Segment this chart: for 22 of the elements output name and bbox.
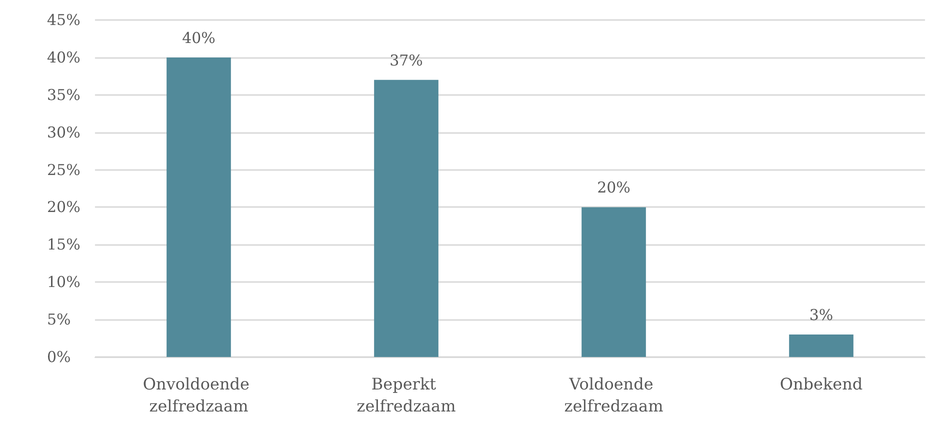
y-tick-label: 35% xyxy=(47,86,80,104)
y-tick-label: 25% xyxy=(47,160,80,179)
y-tick-label: 20% xyxy=(47,198,80,216)
data-label: 37% xyxy=(390,51,423,70)
bar xyxy=(582,207,646,357)
y-tick-label: 40% xyxy=(47,48,80,66)
bar xyxy=(374,80,438,357)
y-tick-label: 30% xyxy=(47,123,80,142)
y-tick-label: 5% xyxy=(47,310,71,329)
x-tick-label: Onvoldoende zelfredzaam xyxy=(142,374,255,416)
data-label: 3% xyxy=(809,306,834,324)
bar xyxy=(166,57,231,357)
x-tick-label: Voldoende zelfredzaam xyxy=(564,374,664,416)
y-tick-label: 45% xyxy=(47,11,80,29)
x-tick-label: Onbekend xyxy=(780,374,863,394)
data-label: 20% xyxy=(597,178,630,197)
x-tick-label: Beperkt zelfredzaam xyxy=(356,374,456,416)
y-tick-label: 0% xyxy=(47,348,71,366)
data-label: 40% xyxy=(182,28,216,47)
bar xyxy=(789,334,854,357)
y-tick-label: 10% xyxy=(47,273,80,292)
y-tick-label: 15% xyxy=(47,236,80,254)
